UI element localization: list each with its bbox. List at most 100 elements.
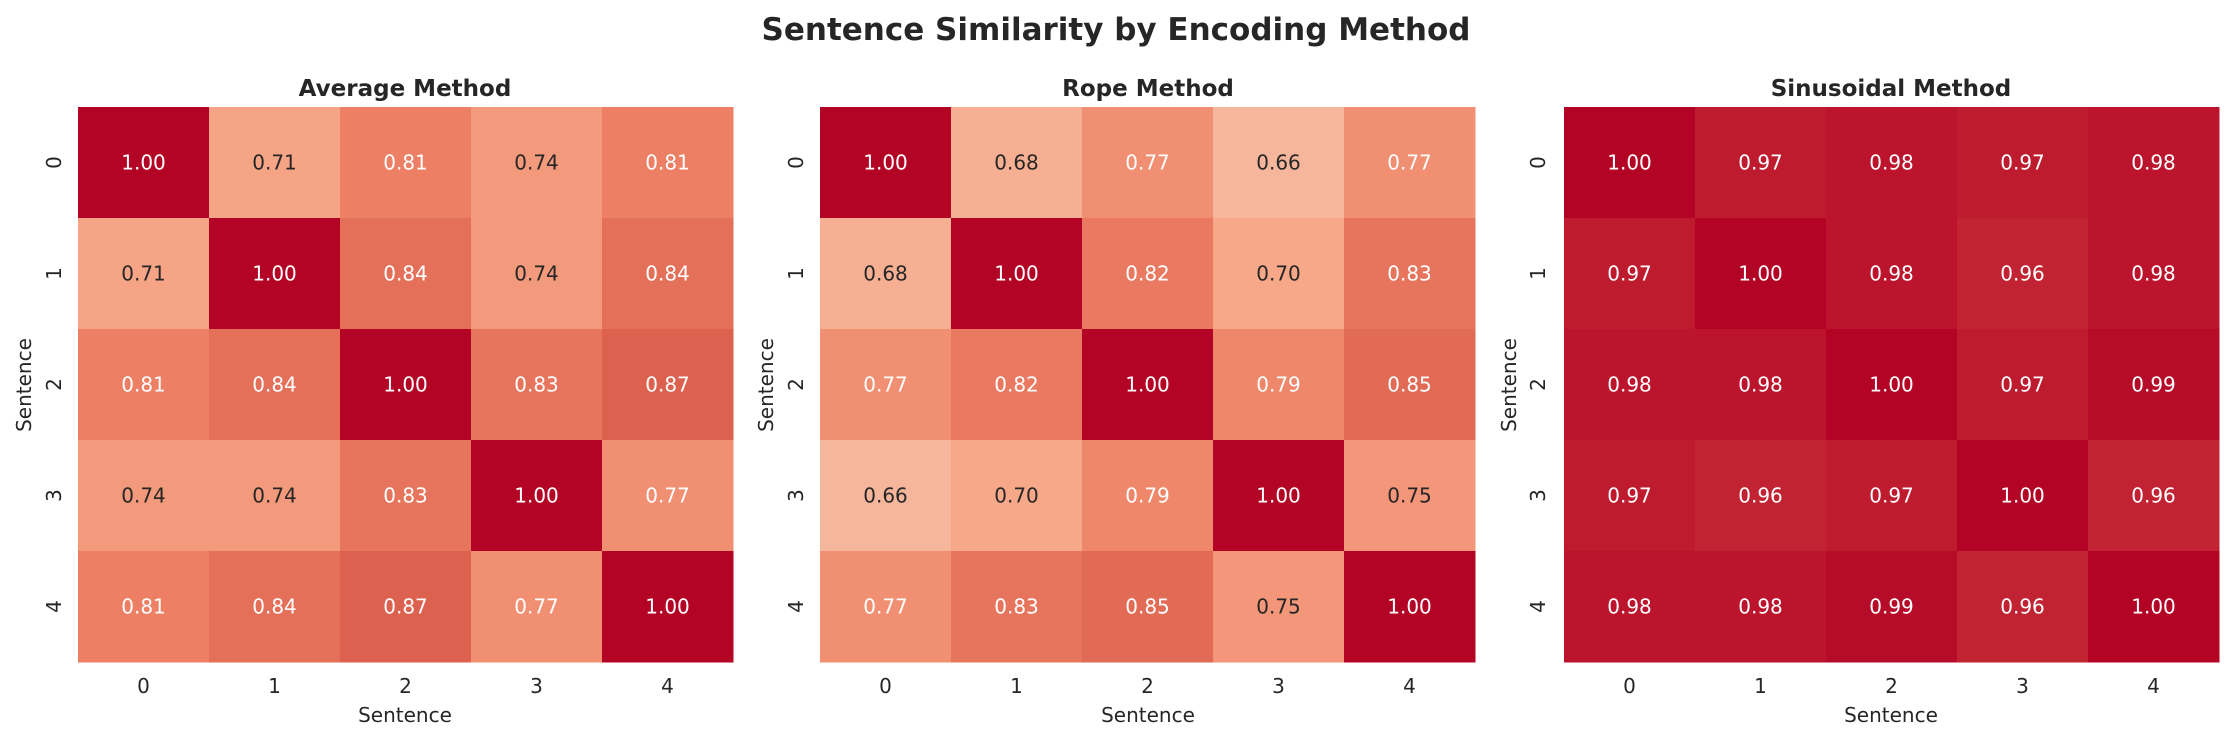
- heatmap-cell-0-4: [1344, 107, 1476, 219]
- heatmap-cell-2-0: [820, 329, 952, 441]
- cell-annotation-3-3: 1.00: [1256, 484, 1301, 508]
- heatmap-cell-1-1: [1695, 218, 1827, 330]
- heatmap-cell-3-2: [1826, 440, 1958, 552]
- y-tick-label: 2: [784, 378, 808, 391]
- x-tick-label: 3: [2016, 674, 2029, 698]
- heatmap-cell-4-3: [471, 551, 603, 663]
- cell-annotation-2-2: 1.00: [1869, 373, 1914, 397]
- cell-annotation-1-2: 0.82: [1125, 262, 1170, 286]
- heatmap-cell-4-3: [1957, 551, 2089, 663]
- heatmap-cell-4-4: [2088, 551, 2220, 663]
- cell-annotation-2-3: 0.83: [514, 373, 559, 397]
- cell-annotation-0-3: 0.97: [2000, 151, 2045, 175]
- cell-annotation-4-3: 0.96: [2000, 595, 2045, 619]
- heatmap-cell-2-2: [340, 329, 472, 441]
- heatmap-cell-1-0: [1564, 218, 1696, 330]
- cell-annotation-2-1: 0.98: [1738, 373, 1783, 397]
- heatmap-cell-3-3: [1213, 440, 1345, 552]
- heatmap-cell-1-2: [1826, 218, 1958, 330]
- heatmap-cell-4-2: [1082, 551, 1214, 663]
- cell-annotation-3-4: 0.75: [1387, 484, 1432, 508]
- heatmap-cell-3-1: [209, 440, 341, 552]
- heatmap-cell-0-4: [2088, 107, 2220, 219]
- subplot-title: Sinusoidal Method: [1771, 76, 2012, 102]
- heatmap-cell-1-1: [951, 218, 1083, 330]
- cell-annotation-0-1: 0.97: [1738, 151, 1783, 175]
- x-tick-label: 2: [399, 674, 412, 698]
- heatmap-cell-3-3: [1957, 440, 2089, 552]
- cell-annotation-1-0: 0.97: [1607, 262, 1652, 286]
- heatmap-cell-3-2: [340, 440, 472, 552]
- heatmap-cell-0-1: [209, 107, 341, 219]
- y-tick-label: 1: [1526, 267, 1550, 280]
- heatmap-cell-4-4: [602, 551, 734, 663]
- heatmap-cell-2-3: [1957, 329, 2089, 441]
- cell-annotation-4-2: 0.85: [1125, 595, 1170, 619]
- subplot-title: Rope Method: [1062, 76, 1234, 102]
- heatmap-cells: 1.00 0.97 0.98 0.97 0.98 0.97 1.00 0.98 0.96 0.98…: [1564, 107, 2220, 663]
- cell-annotation-2-4: 0.99: [2131, 373, 2176, 397]
- cell-annotation-4-3: 0.75: [1256, 595, 1301, 619]
- heatmap-cell-0-2: [1826, 107, 1958, 219]
- panel-sinusoidal: Sinusoidal Method 1.00 0.97 0.98 0.97 0.98 0.…: [1497, 76, 2220, 727]
- heatmap-cell-1-3: [1213, 218, 1345, 330]
- figure-title: Sentence Similarity by Encoding Method: [762, 12, 1471, 48]
- cell-annotation-4-4: 1.00: [645, 595, 690, 619]
- x-tick-label: 2: [1885, 674, 1898, 698]
- x-tick-label: 2: [1141, 674, 1154, 698]
- x-tick-label: 4: [2147, 674, 2160, 698]
- y-tick-label: 0: [784, 156, 808, 169]
- heatmap-cell-2-4: [602, 329, 734, 441]
- x-tick-label: 3: [1272, 674, 1285, 698]
- x-tick-label: 1: [268, 674, 281, 698]
- heatmap-cell-2-4: [1344, 329, 1476, 441]
- panel-average: Average Method 1.00 0.71 0.81 0.74 0.810.71 1…: [12, 76, 734, 727]
- heatmap-cell-1-3: [471, 218, 603, 330]
- cell-annotation-0-4: 0.77: [1387, 151, 1432, 175]
- cell-annotation-4-0: 0.81: [121, 595, 166, 619]
- heatmap-cell-3-1: [1695, 440, 1827, 552]
- cell-annotation-2-3: 0.79: [1256, 373, 1301, 397]
- y-tick-label: 1: [42, 267, 66, 280]
- cell-annotation-1-0: 0.68: [863, 262, 908, 286]
- cell-annotation-3-2: 0.79: [1125, 484, 1170, 508]
- y-tick-label: 4: [1526, 600, 1550, 613]
- heatmap-cells: 1.00 0.71 0.81 0.74 0.81 0.71 1.00 0.84 0.74 0.84…: [78, 107, 734, 663]
- cell-annotation-4-1: 0.84: [252, 595, 297, 619]
- heatmap-cell-4-2: [1826, 551, 1958, 663]
- heatmap-cell-2-1: [209, 329, 341, 441]
- x-axis-label: Sentence: [1844, 703, 1938, 727]
- cell-annotation-1-2: 0.98: [1869, 262, 1914, 286]
- y-axis-label: Sentence: [1497, 338, 1521, 432]
- cell-annotation-4-4: 1.00: [1387, 595, 1432, 619]
- heatmap-cell-1-0: [78, 218, 210, 330]
- heatmap-cell-3-0: [1564, 440, 1696, 552]
- heatmap-cells: 1.00 0.68 0.77 0.66 0.77 0.68 1.00 0.82 0.70 0.83…: [820, 107, 1476, 663]
- cell-annotation-1-4: 0.98: [2131, 262, 2176, 286]
- subplot-title: Average Method: [299, 76, 512, 102]
- heatmap-cell-0-3: [471, 107, 603, 219]
- y-tick-label: 3: [784, 489, 808, 502]
- cell-annotation-2-0: 0.77: [863, 373, 908, 397]
- heatmap-cell-2-2: [1082, 329, 1214, 441]
- heatmap-cell-4-0: [78, 551, 210, 663]
- y-tick-label: 3: [42, 489, 66, 502]
- cell-annotation-4-2: 0.87: [383, 595, 428, 619]
- cell-annotation-2-4: 0.85: [1387, 373, 1432, 397]
- cell-annotation-3-1: 0.70: [994, 484, 1039, 508]
- x-axis-label: Sentence: [358, 703, 452, 727]
- x-tick-label: 0: [879, 674, 892, 698]
- cell-annotation-3-3: 1.00: [514, 484, 559, 508]
- y-tick-label: 4: [784, 600, 808, 613]
- x-tick-label: 1: [1754, 674, 1767, 698]
- cell-annotation-0-0: 1.00: [1607, 151, 1652, 175]
- cell-annotation-4-0: 0.77: [863, 595, 908, 619]
- cell-annotation-3-4: 0.77: [645, 484, 690, 508]
- heatmap-cell-1-4: [602, 218, 734, 330]
- x-tick-label: 3: [530, 674, 543, 698]
- cell-annotation-0-4: 0.98: [2131, 151, 2176, 175]
- cell-annotation-1-2: 0.84: [383, 262, 428, 286]
- cell-annotation-0-1: 0.68: [994, 151, 1039, 175]
- cell-annotation-3-0: 0.66: [863, 484, 908, 508]
- heatmap-cell-0-3: [1957, 107, 2089, 219]
